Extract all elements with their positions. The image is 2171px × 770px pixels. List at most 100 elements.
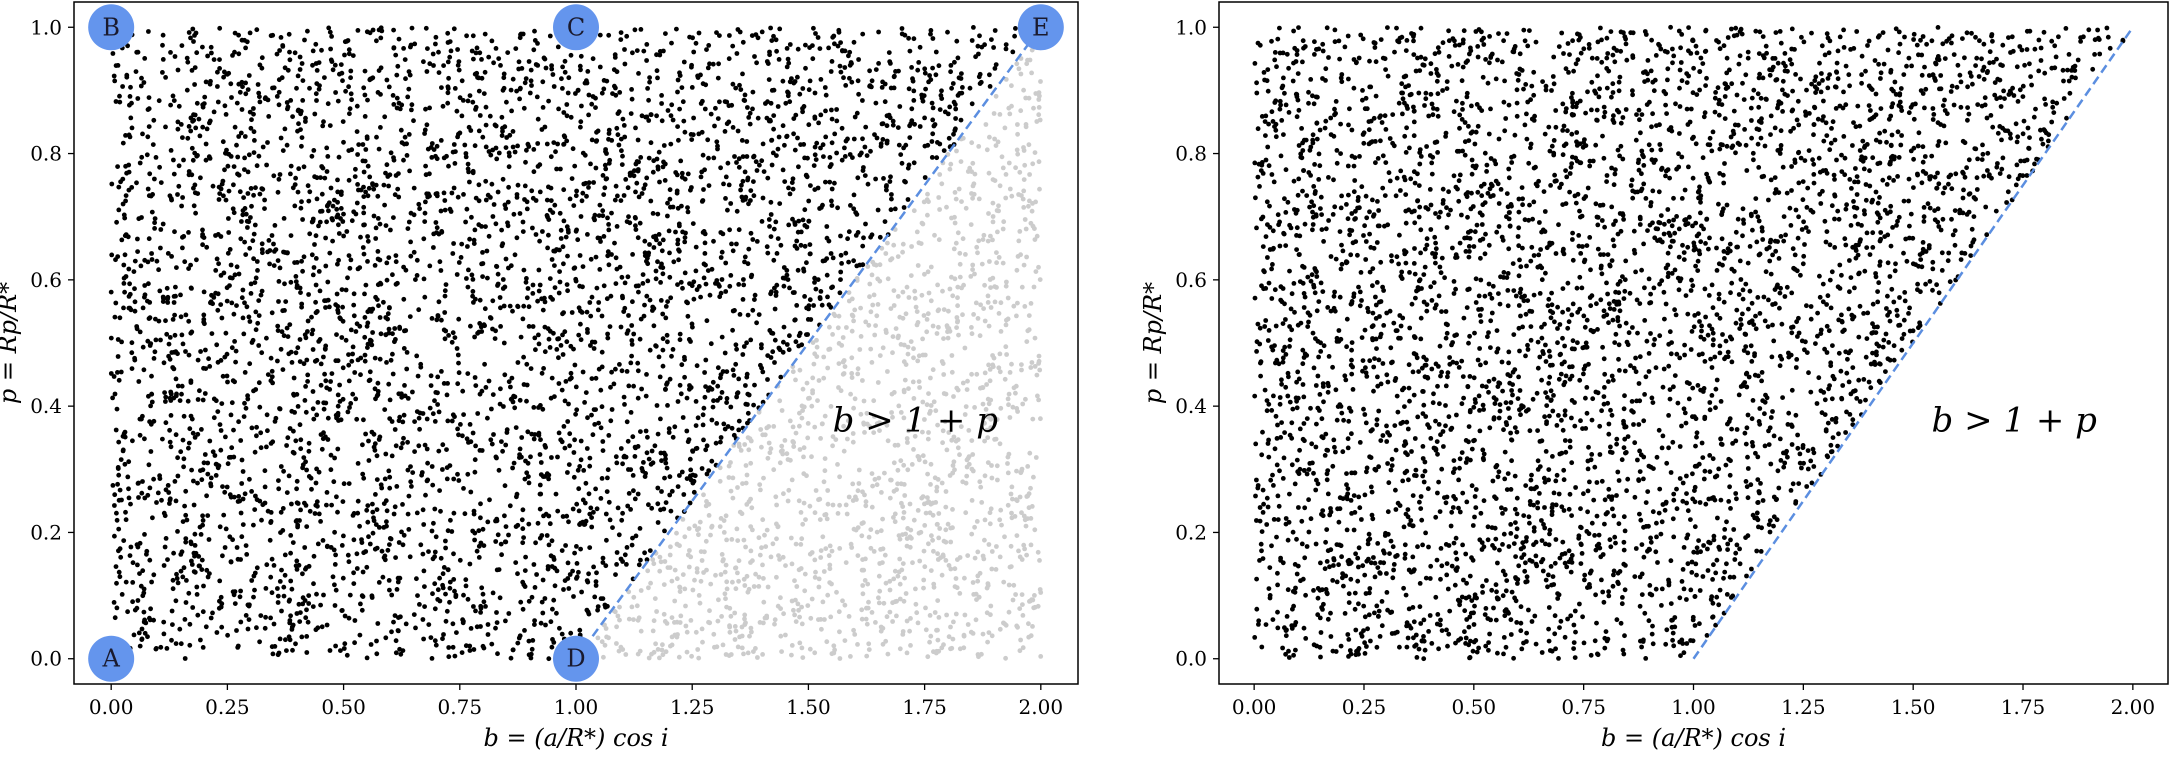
rejected-point (876, 600, 882, 606)
accepted-point (714, 421, 720, 426)
accepted-point (407, 554, 413, 560)
accepted-point (166, 353, 172, 359)
accepted-point (572, 550, 577, 556)
accepted-point (729, 102, 735, 108)
accepted-point (223, 151, 229, 156)
accepted-point (636, 194, 642, 200)
accepted-point (545, 326, 551, 332)
accepted-point (524, 470, 530, 476)
accepted-point (645, 278, 651, 284)
rejected-point (814, 354, 820, 359)
accepted-point (167, 439, 173, 445)
rejected-point (774, 536, 779, 542)
accepted-point (636, 283, 641, 289)
accepted-point (129, 366, 135, 371)
accepted-point (420, 507, 426, 513)
rejected-point (868, 309, 874, 315)
accepted-point (626, 313, 631, 318)
accepted-point (632, 215, 638, 220)
accepted-point (657, 49, 663, 54)
rejected-point (975, 573, 981, 579)
accepted-point (401, 46, 406, 51)
rejected-point (807, 503, 813, 509)
rejected-point (988, 233, 993, 239)
accepted-point (225, 71, 230, 77)
rejected-point (797, 423, 802, 429)
accepted-point (884, 187, 889, 193)
rejected-point (907, 628, 912, 634)
accepted-point (578, 457, 584, 463)
accepted-point (477, 297, 483, 303)
rejected-point (797, 614, 802, 620)
accepted-point (232, 49, 237, 55)
accepted-point (909, 65, 914, 70)
accepted-point (362, 315, 368, 320)
accepted-point (771, 257, 777, 263)
rejected-point (729, 537, 735, 542)
rejected-point (772, 621, 777, 627)
rejected-point (883, 251, 889, 256)
rejected-point (743, 544, 748, 550)
accepted-point (882, 219, 888, 225)
accepted-point (907, 123, 912, 129)
accepted-point (613, 85, 618, 91)
accepted-point (248, 215, 253, 220)
rejected-point (978, 302, 983, 308)
rejected-point (995, 229, 1000, 235)
accepted-point (734, 51, 740, 56)
accepted-point (679, 362, 685, 368)
rejected-point (716, 597, 721, 603)
rejected-point (1021, 148, 1027, 153)
accepted-point (578, 124, 583, 130)
accepted-point (276, 478, 281, 483)
accepted-point (376, 303, 381, 309)
accepted-point (704, 47, 709, 52)
accepted-point (738, 187, 743, 193)
accepted-point (327, 29, 333, 35)
accepted-point (785, 89, 790, 95)
accepted-point (745, 420, 750, 426)
accepted-point (190, 430, 196, 436)
accepted-point (249, 117, 254, 123)
accepted-point (592, 422, 598, 427)
accepted-point (539, 296, 544, 302)
accepted-point (252, 222, 258, 228)
rejected-point (825, 592, 831, 598)
accepted-point (829, 203, 835, 208)
accepted-point (483, 104, 489, 110)
accepted-point (574, 227, 579, 233)
accepted-point (462, 142, 468, 148)
accepted-point (768, 234, 774, 240)
rejected-point (882, 552, 888, 558)
accepted-point (499, 552, 504, 558)
rejected-point (936, 195, 942, 200)
accepted-point (929, 100, 935, 106)
accepted-point (392, 427, 398, 432)
accepted-point (432, 638, 438, 644)
rejected-point (811, 361, 817, 367)
accepted-point (625, 328, 631, 334)
rejected-point (1019, 510, 1024, 516)
accepted-point (685, 313, 691, 319)
accepted-point (838, 233, 843, 239)
accepted-point (120, 140, 126, 146)
rejected-point (909, 244, 914, 249)
rejected-point (908, 643, 913, 648)
rejected-point (858, 334, 864, 339)
rejected-point (976, 594, 982, 600)
accepted-point (108, 371, 114, 376)
accepted-point (953, 116, 958, 121)
accepted-point (241, 195, 247, 201)
rejected-point (946, 430, 952, 435)
accepted-point (654, 403, 660, 408)
accepted-point (268, 355, 274, 361)
accepted-point (930, 105, 936, 111)
accepted-point (642, 550, 647, 556)
accepted-point (748, 188, 754, 194)
accepted-point (276, 176, 282, 182)
accepted-point (702, 394, 708, 400)
rejected-point (832, 313, 838, 319)
accepted-point (879, 121, 885, 127)
accepted-point (743, 197, 748, 202)
accepted-point (146, 462, 152, 468)
